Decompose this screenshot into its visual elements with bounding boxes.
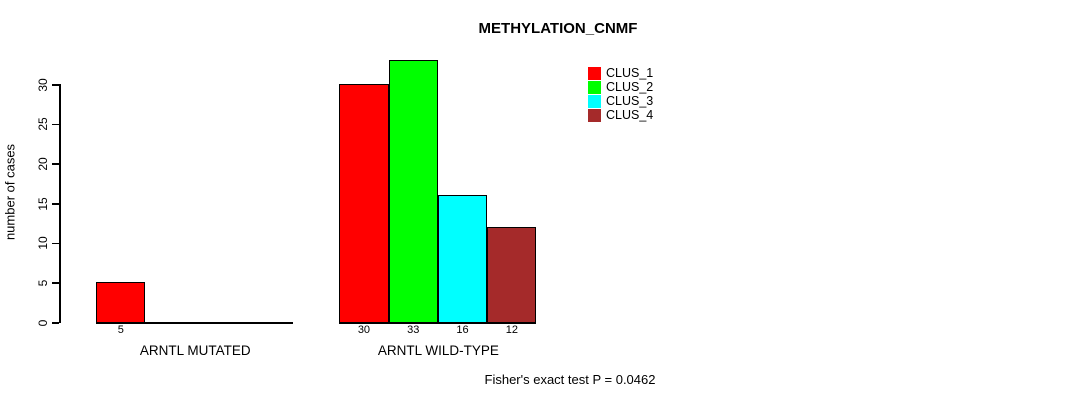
y-axis-tick-label: 5 <box>36 279 50 287</box>
y-axis-tick-label: 15 <box>36 197 50 211</box>
legend-item-clus_4: CLUS_4 <box>588 109 653 122</box>
bar-value-label: 16 <box>456 324 469 336</box>
bar-clus_1-wild-type <box>339 84 389 324</box>
bar-clus_1-mutated <box>96 282 146 324</box>
bar-value-label: 33 <box>407 324 420 336</box>
y-axis-title: number of cases <box>2 143 18 241</box>
y-axis-tick <box>52 163 59 165</box>
legend-swatch-clus_3 <box>588 95 601 108</box>
bar-value-label: 30 <box>357 324 371 336</box>
fisher-test-annotation: Fisher's exact test P = 0.0462 <box>484 372 656 387</box>
legend-label: CLUS_1 <box>606 66 654 80</box>
y-axis-tick <box>52 203 59 205</box>
y-axis-tick-label: 10 <box>36 236 50 251</box>
y-axis-tick <box>52 84 59 86</box>
legend-item-clus_3: CLUS_3 <box>588 95 653 108</box>
x-axis-category-label: ARNTL WILD-TYPE <box>377 343 499 358</box>
y-axis-tick-label: 0 <box>36 319 50 327</box>
x-axis-baseline <box>96 322 294 324</box>
bar-clus_2-wild-type <box>388 60 438 324</box>
y-axis-tick-label: 30 <box>36 78 50 92</box>
y-axis-tick <box>52 123 59 126</box>
legend-swatch-clus_1 <box>588 67 601 80</box>
legend-label: CLUS_2 <box>606 80 654 94</box>
bar-value-label: 5 <box>117 324 124 336</box>
x-axis-category-label: ARNTL MUTATED <box>139 343 251 358</box>
bar-clus_3-wild-type <box>437 195 488 324</box>
bar-value-label: 12 <box>505 324 518 336</box>
y-axis-tick-label: 25 <box>36 117 50 132</box>
legend-swatch-clus_4 <box>588 109 601 122</box>
legend-item-clus_2: CLUS_2 <box>588 81 653 94</box>
legend-label: CLUS_4 <box>606 108 654 122</box>
legend-label: CLUS_3 <box>606 94 654 108</box>
y-axis-tick-label: 20 <box>36 157 50 171</box>
y-axis-line <box>59 84 61 324</box>
y-axis-tick <box>52 282 59 284</box>
legend-item-clus_1: CLUS_1 <box>588 67 653 80</box>
legend-swatch-clus_2 <box>588 81 601 94</box>
bar-clus_4-wild-type <box>487 226 537 324</box>
chart-title: METHYLATION_CNMF <box>478 20 638 37</box>
y-axis-tick <box>52 242 59 245</box>
y-axis-tick <box>52 322 59 324</box>
